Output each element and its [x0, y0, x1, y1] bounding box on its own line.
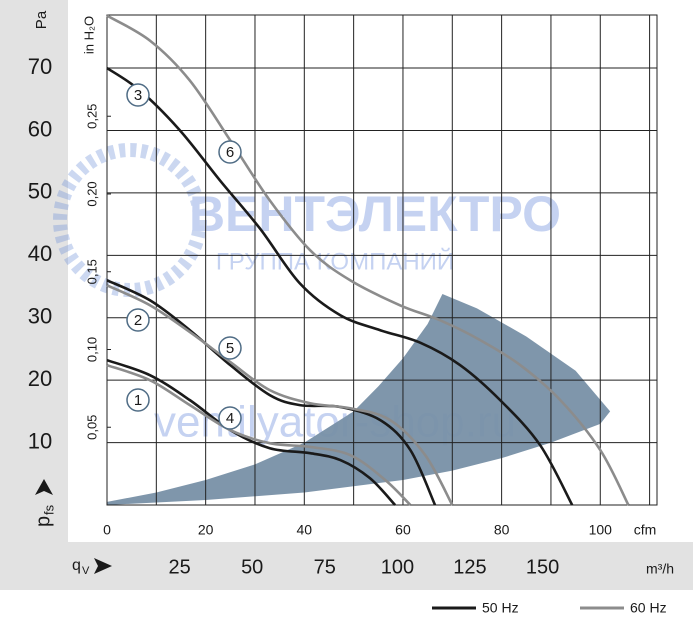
x-symbol-main: q: [72, 557, 81, 574]
y-tick-label: 40: [28, 241, 52, 266]
y2-tick-label: 0,15: [84, 259, 99, 284]
curve: [106, 14, 630, 506]
x-tick-label: 20: [198, 522, 214, 538]
x-symbol: q V: [72, 557, 112, 577]
y-tick-label: 50: [28, 179, 52, 204]
x-tick-label: 60: [395, 522, 411, 538]
curve-label: 6: [226, 144, 234, 161]
curve-label-circle: [126, 83, 150, 107]
watermark-brand: ВЕНТЭЛЕКТРО: [189, 186, 561, 242]
curve-label-circle: [126, 308, 150, 332]
y-tick-label: 30: [28, 304, 52, 329]
curve-label: 3: [134, 87, 142, 104]
y2-tick-label: 0,20: [84, 181, 99, 206]
x-symbol-sub: V: [82, 565, 90, 577]
x-axis-unit: cfm: [634, 522, 657, 538]
y2-axis-unit: in H₂O: [81, 16, 96, 54]
curve-label: 4: [226, 410, 234, 427]
legend-label: 50 Hz: [482, 600, 519, 616]
x2-tick-label: 100: [381, 556, 414, 578]
curve-label: 1: [134, 392, 142, 409]
y2-tick-label: 0,10: [84, 337, 99, 362]
x-tick-label: 100: [589, 522, 613, 538]
legend-label: 60 Hz: [630, 600, 667, 616]
left-panel: [0, 0, 68, 590]
y-tick-label: 20: [28, 366, 52, 391]
curve: [106, 284, 454, 506]
watermark-logo: [53, 143, 207, 297]
x2-tick-label: 75: [314, 556, 336, 578]
y-tick-label: 70: [28, 54, 52, 79]
y-symbol-main: p: [32, 516, 54, 527]
arrow: [35, 479, 53, 495]
curve-label-circle: [218, 140, 242, 164]
y2-tick-label: 0,05: [84, 415, 99, 440]
y-tick-label: 60: [28, 116, 52, 141]
y-axis-unit: Pa: [33, 10, 50, 29]
y-symbol: p fs: [32, 479, 56, 527]
curve-label-circle: [126, 388, 150, 412]
x2-tick-label: 150: [526, 556, 559, 578]
x-tick-label: 80: [494, 522, 510, 538]
curve: [106, 363, 412, 506]
y2-tick-label: 0,25: [84, 104, 99, 129]
bottom-panel: [0, 542, 693, 590]
curve-label: 5: [226, 340, 234, 357]
curve: [106, 66, 574, 506]
curve-label-circle: [218, 406, 242, 430]
curve: [106, 279, 437, 506]
x2-axis-unit: m³/h: [646, 561, 674, 577]
operating-region: [107, 294, 611, 505]
y-symbol-sub: fs: [41, 504, 56, 515]
x2-tick-label: 125: [453, 556, 486, 578]
x-tick-label: 40: [297, 522, 313, 538]
arrow: [94, 558, 112, 574]
curve-label: 2: [134, 312, 142, 329]
y-tick-label: 10: [28, 428, 52, 453]
x2-tick-label: 50: [241, 556, 263, 578]
curve-label-circle: [218, 336, 242, 360]
x-tick-label: 0: [103, 522, 111, 538]
curve: [106, 358, 397, 506]
x2-tick-label: 25: [168, 556, 190, 578]
plot-frame: [106, 14, 658, 506]
